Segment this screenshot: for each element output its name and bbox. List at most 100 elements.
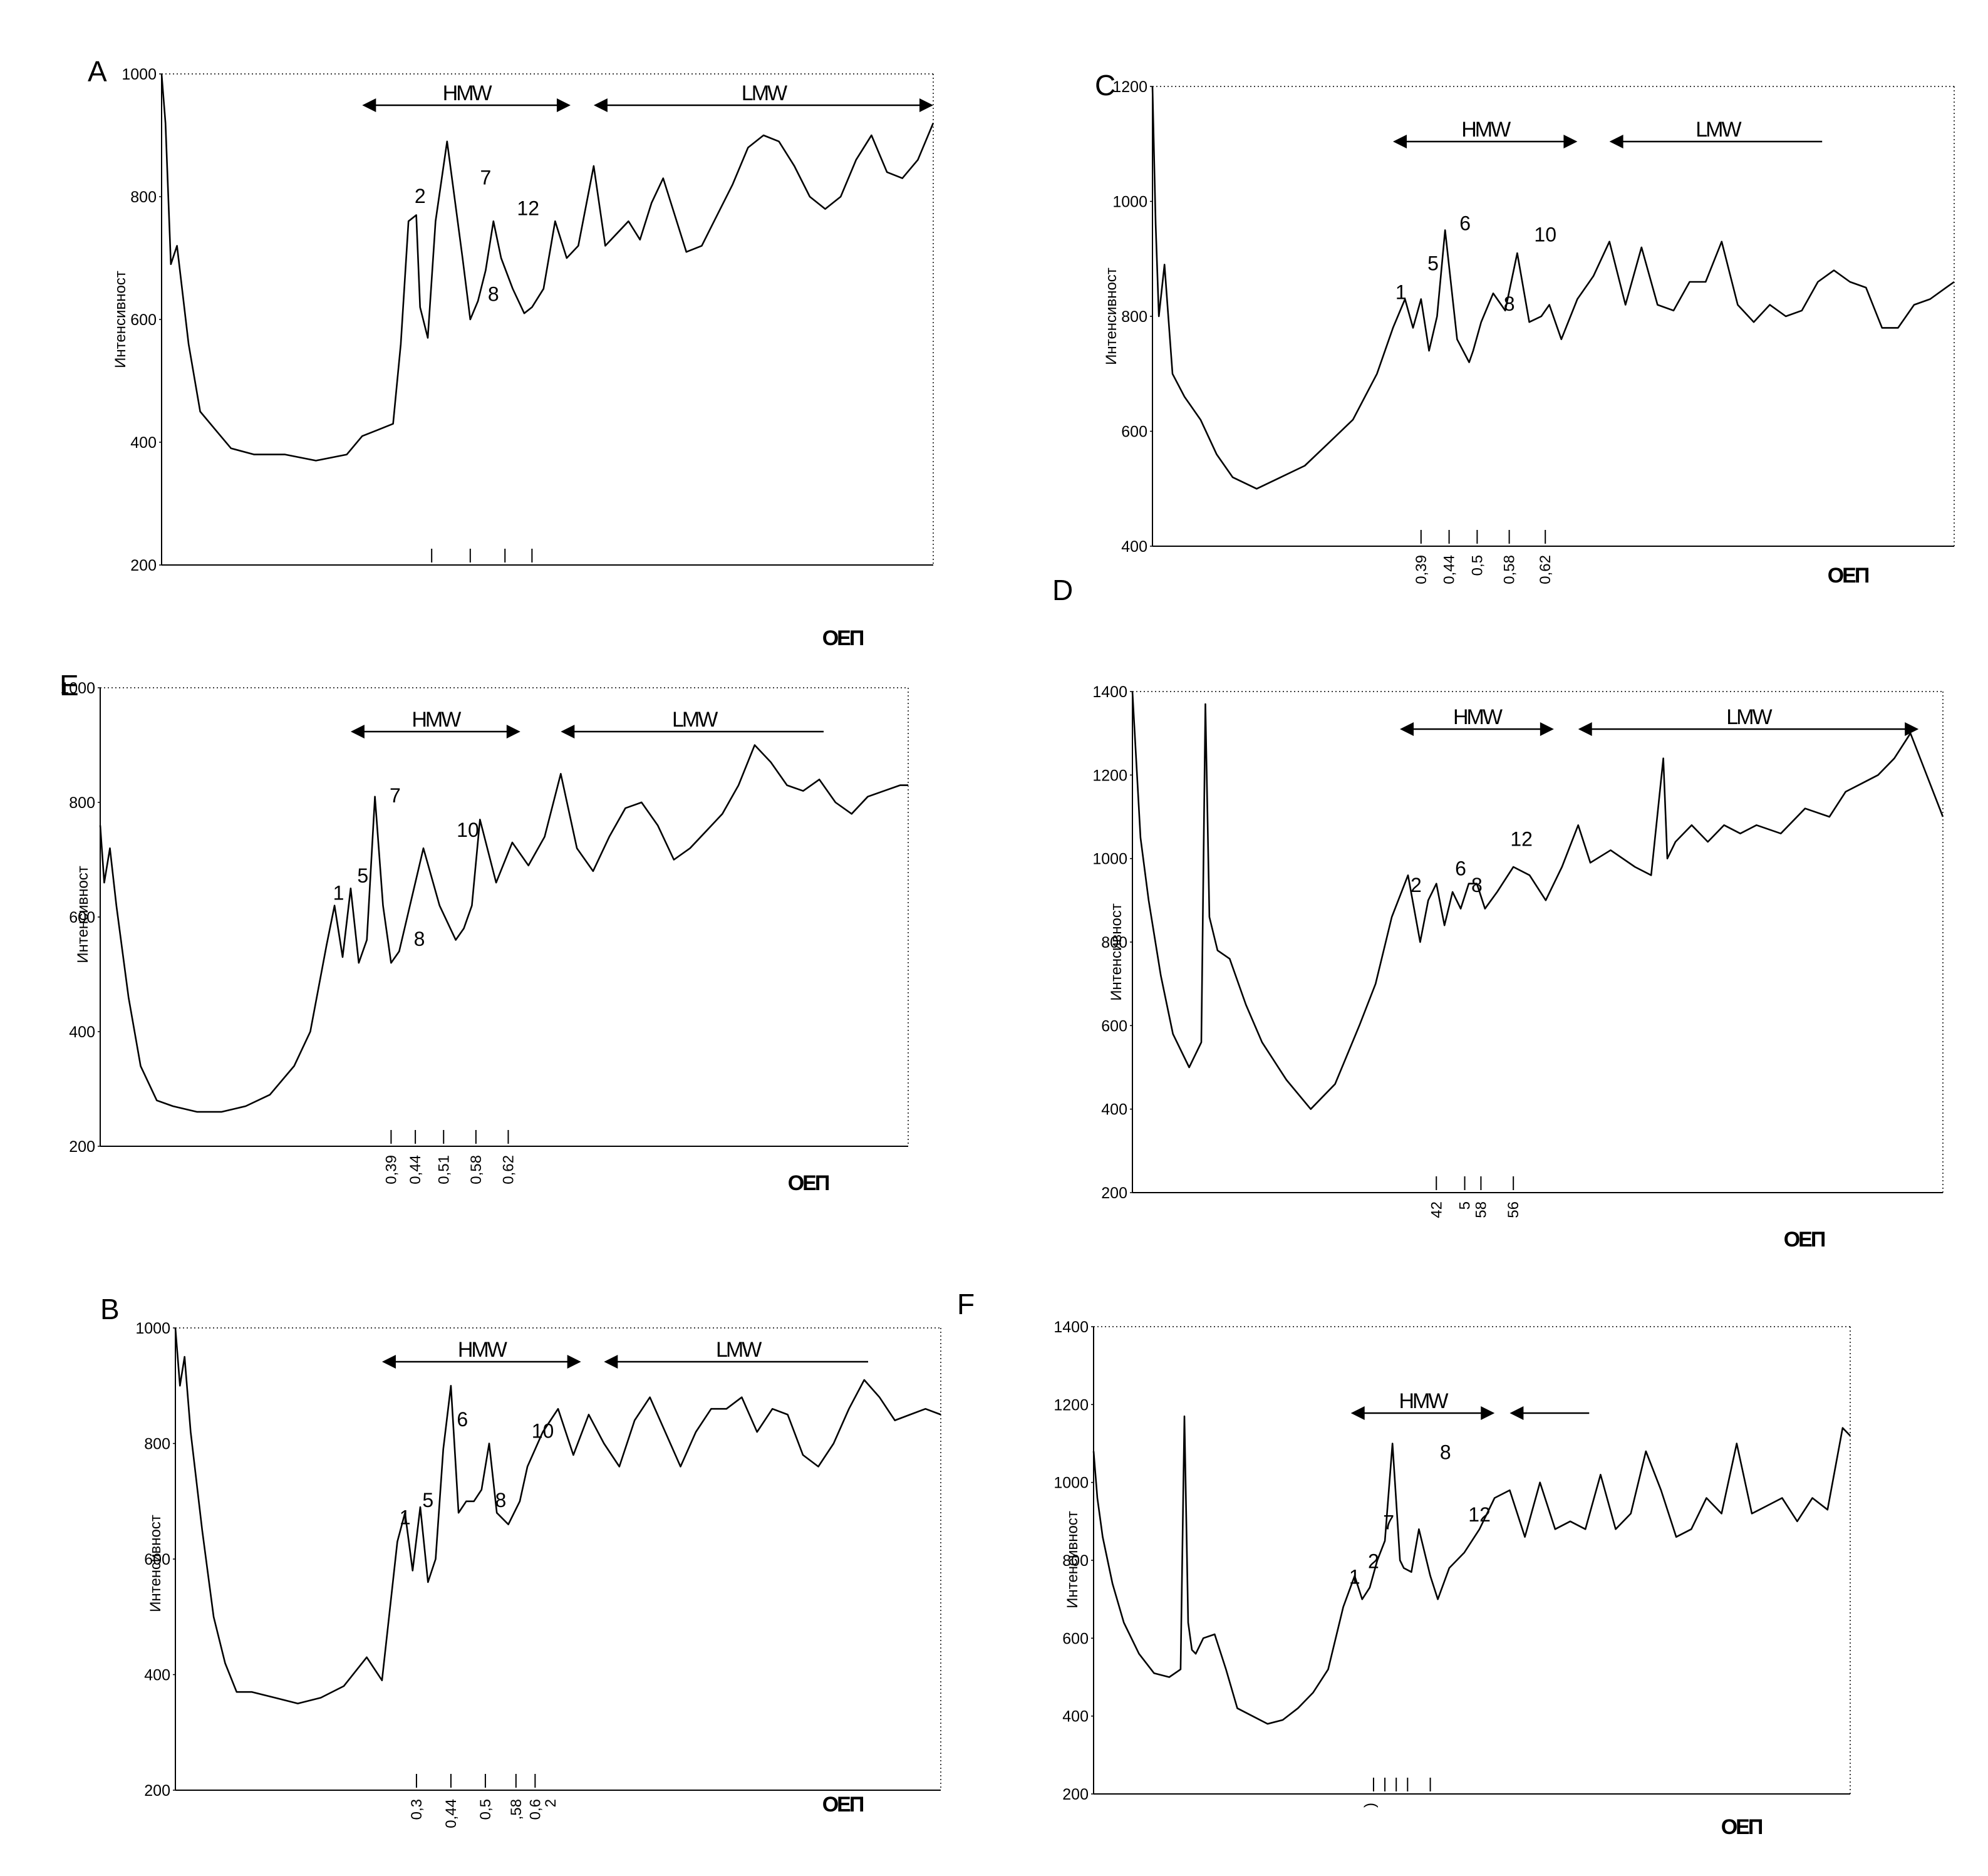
peak-label: 5 xyxy=(422,1489,433,1511)
rf-label: 0,39 xyxy=(383,1155,400,1184)
peak-label: 7 xyxy=(480,166,492,189)
band-arrow-head xyxy=(1393,135,1407,148)
y-tick-label: 1200 xyxy=(1054,1396,1089,1414)
x-axis-label: ОЕП xyxy=(1784,1228,1825,1252)
peak-label: 8 xyxy=(495,1489,506,1511)
y-tick-label: 400 xyxy=(1121,538,1147,556)
rf-label: 0,51 xyxy=(435,1155,452,1184)
peak-label: 8 xyxy=(1504,293,1515,315)
peak-label: 8 xyxy=(1471,874,1483,896)
peak-label: 7 xyxy=(1383,1511,1394,1533)
y-tick-label: 1000 xyxy=(135,1320,170,1337)
rf-label: 42 xyxy=(1428,1201,1445,1218)
rf-label: 0,58 xyxy=(1501,555,1518,584)
rf-label: 0,44 xyxy=(407,1155,424,1184)
rf-label: 0,44 xyxy=(1441,555,1458,584)
y-tick-label: 200 xyxy=(1062,1786,1089,1803)
panel-letter: E xyxy=(60,669,79,702)
band-arrow-head xyxy=(1400,722,1414,736)
peak-label: 2 xyxy=(415,185,426,207)
y-tick-label: 1000 xyxy=(122,66,157,83)
y-tick-label: 400 xyxy=(69,1024,95,1041)
y-tick-label: 600 xyxy=(69,909,95,926)
band-arrow-head xyxy=(556,98,571,112)
y-tick-label: 1000 xyxy=(1112,194,1147,211)
y-tick-label: 1200 xyxy=(1092,767,1127,784)
band-label: HMW xyxy=(443,81,492,105)
peak-label: 2 xyxy=(1411,874,1422,896)
chart-panel-d: 200 400 600 800 1000 1200 1400 Интенсивност ОЕП D… xyxy=(1052,574,1944,1252)
peak-label: 6 xyxy=(1459,212,1471,234)
rf-label: 0,5 xyxy=(477,1799,494,1820)
y-axis-label: Интенсивност xyxy=(112,271,129,368)
peak-label: 12 xyxy=(1510,828,1533,851)
rf-label: 0,62 xyxy=(1537,555,1554,584)
rf-label: 0,44 xyxy=(443,1799,460,1828)
band-arrow-head xyxy=(561,725,575,738)
y-tick-label: 1400 xyxy=(1054,1319,1089,1336)
rf-label: 0,3 xyxy=(408,1799,425,1820)
band-arrow-head xyxy=(1350,1406,1365,1420)
rf-label: ,58 xyxy=(508,1799,525,1820)
y-tick-label: 600 xyxy=(130,311,157,329)
peak-label: 12 xyxy=(517,197,539,219)
y-axis-label: Интенсивност xyxy=(1103,267,1120,365)
peak-label: 5 xyxy=(1427,252,1439,275)
band-arrow-head xyxy=(1563,135,1578,148)
y-tick-label: 400 xyxy=(144,1667,170,1684)
y-tick-label: 800 xyxy=(1101,934,1127,951)
band-label: LMW xyxy=(1726,705,1772,729)
y-tick-label: 1200 xyxy=(1112,78,1147,96)
y-axis-label: Интенсивност xyxy=(1064,1511,1081,1609)
y-axis-label: Интенсивност xyxy=(147,1515,164,1612)
y-axis-label: Интенсивност xyxy=(1108,903,1125,1001)
y-tick-label: 600 xyxy=(1062,1630,1089,1647)
panel-letter: F xyxy=(957,1288,975,1320)
band-label: LMW xyxy=(742,81,787,105)
peak-label: 12 xyxy=(1468,1503,1491,1526)
x-axis-label: ОЕП xyxy=(1828,564,1869,588)
panel-letter: D xyxy=(1052,574,1073,606)
y-tick-label: 800 xyxy=(130,189,157,206)
peak-label: 10 xyxy=(532,1419,554,1442)
y-tick-label: 400 xyxy=(1101,1101,1127,1119)
x-axis-label: ОЕП xyxy=(822,626,864,650)
x-axis-label: ОЕП xyxy=(822,1793,864,1816)
rf-label: ) xyxy=(1362,1803,1379,1808)
band-label: LMW xyxy=(716,1338,762,1362)
panel-letter: B xyxy=(100,1293,120,1325)
band-arrow-head xyxy=(362,98,376,112)
series-line xyxy=(99,744,908,1113)
chart-panel-b: 200 400 600 800 1000 Интенсивност ОЕП B HMW LMW 15… xyxy=(100,1293,941,1828)
peak-label: 5 xyxy=(357,864,368,887)
chart-panel-f: 200 400 600 800 1000 1200 1400 Интенсивност ОЕП F… xyxy=(957,1288,1851,1839)
band-label: LMW xyxy=(672,708,718,732)
chart-panel-a: 200 400 600 800 1000 Интенсивност ОЕП A HMW LMW 2 7… xyxy=(88,55,934,650)
y-tick-label: 400 xyxy=(1062,1708,1089,1726)
y-tick-label: 600 xyxy=(144,1551,170,1568)
peak-label: 1 xyxy=(1395,281,1407,303)
band-label: HMW xyxy=(1453,705,1503,729)
y-tick-label: 800 xyxy=(69,794,95,812)
y-tick-label: 200 xyxy=(144,1782,170,1800)
peak-label: 10 xyxy=(1534,224,1556,246)
y-axis-label: Интенсивност xyxy=(75,866,91,963)
rf-label: 2 xyxy=(542,1799,559,1807)
peak-label: 8 xyxy=(414,928,425,950)
peak-label: 8 xyxy=(1440,1441,1451,1463)
band-arrow-head xyxy=(1905,722,1919,736)
y-tick-label: 800 xyxy=(1062,1552,1089,1570)
band-arrow-head xyxy=(1509,1406,1524,1420)
x-axis-label: ОЕП xyxy=(788,1171,829,1195)
peak-label: 10 xyxy=(457,819,479,841)
rf-label: 56 xyxy=(1505,1201,1522,1218)
y-tick-label: 200 xyxy=(130,557,157,574)
panel-letter: A xyxy=(88,55,107,88)
y-tick-label: 400 xyxy=(130,434,157,452)
rf-label: 0,6 xyxy=(527,1799,544,1820)
rf-label: 58 xyxy=(1473,1201,1489,1218)
peak-label: 2 xyxy=(1368,1550,1379,1572)
band-arrow-head xyxy=(593,98,608,112)
